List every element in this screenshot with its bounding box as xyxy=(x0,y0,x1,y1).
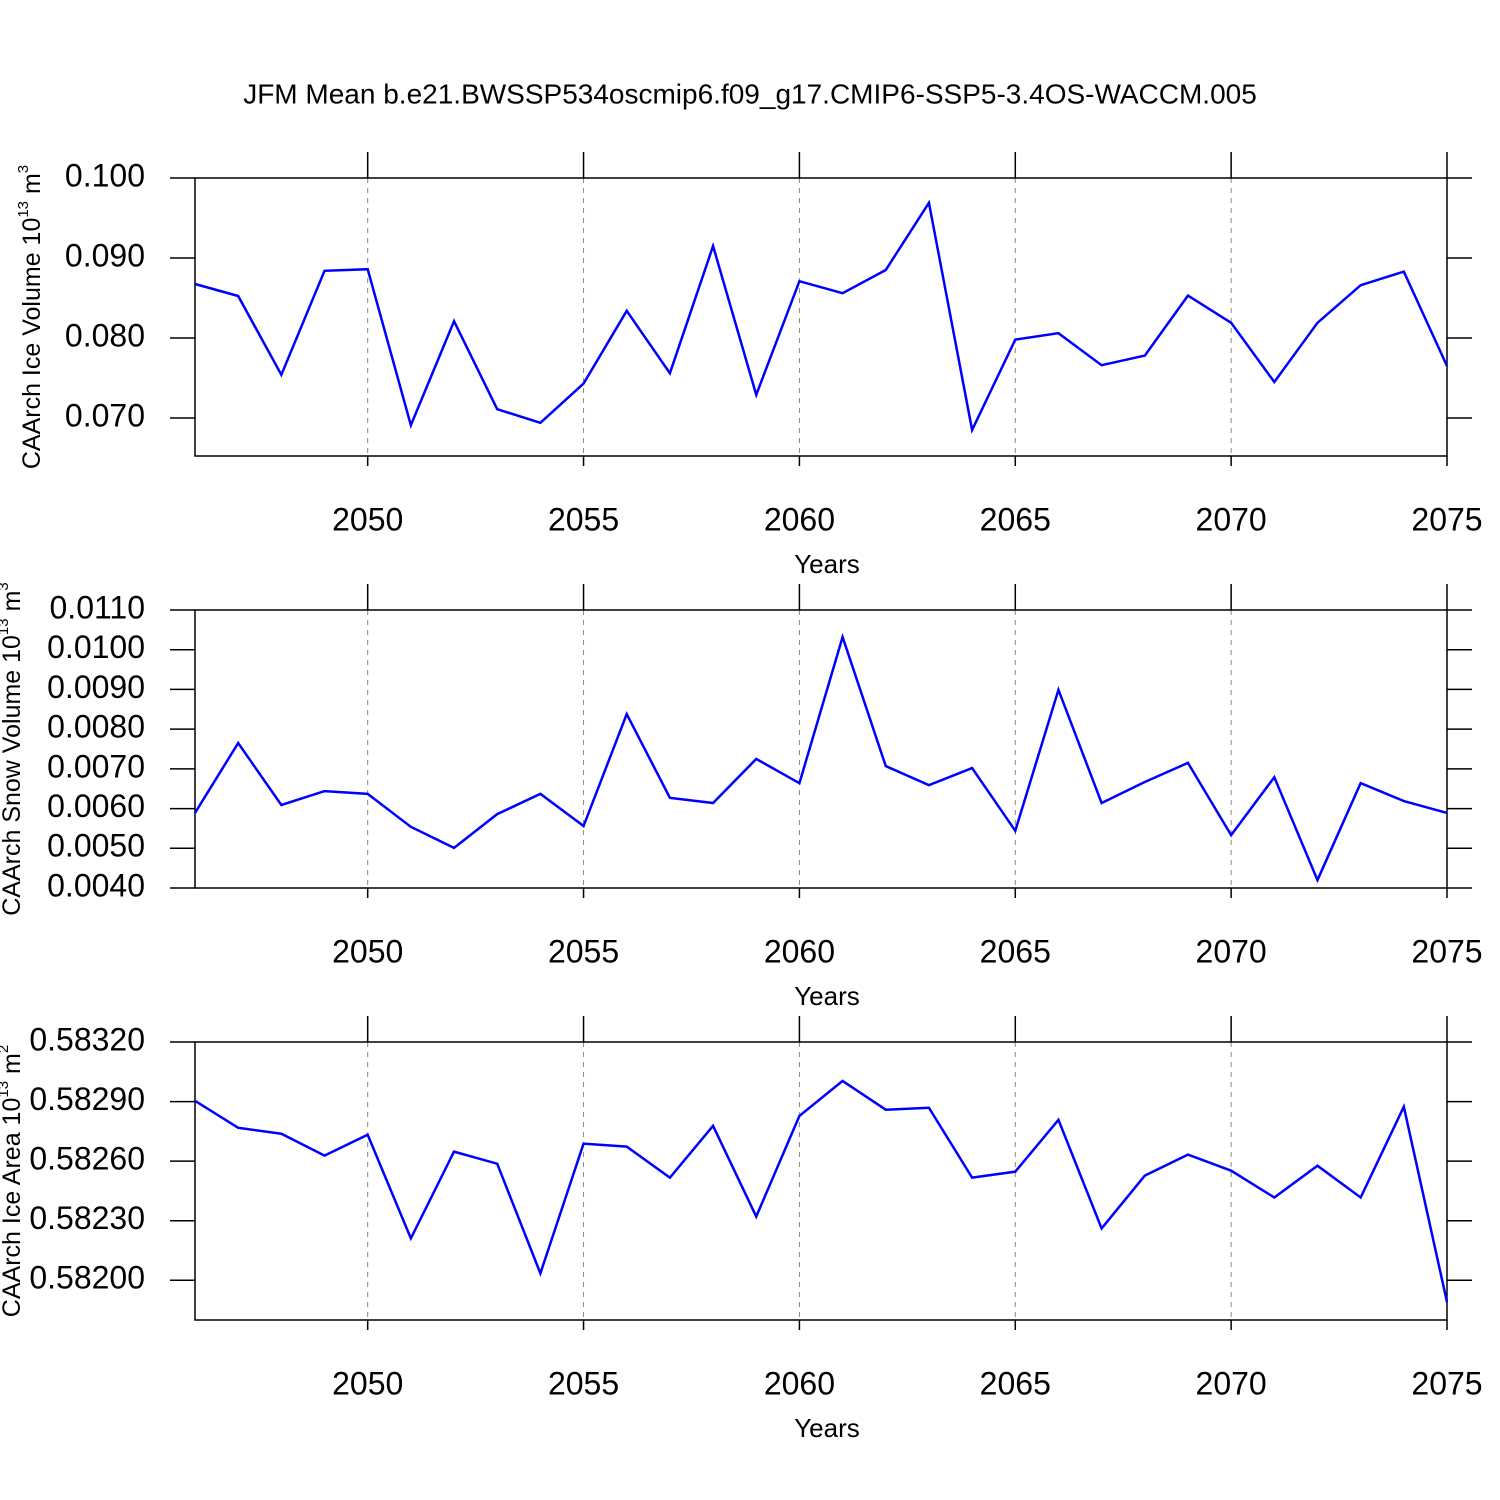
y-tick-label: 0.0110 xyxy=(50,589,146,625)
figure-title: JFM Mean b.e21.BWSSP534oscmip6.f09_g17.C… xyxy=(243,78,1257,109)
x-tick-label: 2070 xyxy=(1196,501,1267,537)
x-tick-label: 2050 xyxy=(332,501,403,537)
x-tick-label: 2075 xyxy=(1411,1365,1482,1401)
x-tick-label: 2050 xyxy=(332,1365,403,1401)
x-tick-label: 2065 xyxy=(980,1365,1051,1401)
x-tick-label: 2050 xyxy=(332,933,403,969)
x-tick-label: 2070 xyxy=(1196,1365,1267,1401)
y-tick-label: 0.0040 xyxy=(47,867,145,903)
x-tick-label: 2075 xyxy=(1411,933,1482,969)
plot-frame xyxy=(194,1041,1448,1321)
x-tick-label: 2055 xyxy=(548,933,619,969)
data-line xyxy=(194,1079,1449,1303)
y-axis-label-part: m xyxy=(18,173,46,201)
y-tick-label: 0.0090 xyxy=(47,669,145,705)
y-tick-label: 0.0070 xyxy=(47,748,145,784)
x-tick-label: 2065 xyxy=(980,501,1051,537)
y-tick-label: 0.080 xyxy=(65,317,145,353)
y-tick-label: 0.58260 xyxy=(29,1141,145,1177)
y-tick-label: 0.090 xyxy=(65,237,145,273)
y-axis-label-sup: 13 xyxy=(15,201,32,218)
y-axis-label-sup: 13 xyxy=(0,1081,12,1098)
x-axis-label: Years xyxy=(794,981,860,1011)
data-line xyxy=(193,632,1448,884)
y-axis-label-part: CAArch Ice Volume 10 xyxy=(18,218,46,470)
y-axis-label-sup: 13 xyxy=(0,618,12,635)
x-tick-label: 2060 xyxy=(764,501,835,537)
y-axis-label: CAArch Snow Volume 1013 m3 xyxy=(0,582,26,916)
x-tick-label: 2055 xyxy=(548,501,619,537)
x-tick-label: 2060 xyxy=(764,933,835,969)
y-tick-label: 0.0080 xyxy=(47,709,145,745)
x-tick-label: 2055 xyxy=(548,1365,619,1401)
y-tick-label: 0.100 xyxy=(65,157,145,193)
y-tick-label: 0.0060 xyxy=(47,788,145,824)
x-tick-label: 2065 xyxy=(980,933,1051,969)
y-tick-label: 0.070 xyxy=(65,397,145,433)
plot-frame xyxy=(194,609,1448,889)
y-tick-label: 0.58230 xyxy=(29,1200,145,1236)
y-axis-label-part: CAArch Snow Volume 10 xyxy=(0,635,26,916)
y-axis-label: CAArch Ice Area 1013 m2 xyxy=(0,1045,26,1317)
data-line xyxy=(194,199,1449,434)
y-axis-label-part: m xyxy=(0,1053,26,1081)
y-axis-label-sup: 2 xyxy=(0,1045,12,1053)
x-axis-label: Years xyxy=(794,1413,860,1443)
plot-frame xyxy=(194,177,1448,457)
y-axis-label-part: m xyxy=(0,591,26,619)
x-tick-label: 2060 xyxy=(764,1365,835,1401)
y-axis-label-part: CAArch Ice Area 10 xyxy=(0,1098,26,1318)
y-tick-label: 0.0050 xyxy=(47,828,145,864)
x-tick-label: 2075 xyxy=(1411,501,1482,537)
y-tick-label: 0.58200 xyxy=(29,1260,145,1296)
y-axis-label: CAArch Ice Volume 1013 m3 xyxy=(15,165,45,469)
y-axis-label-sup: 3 xyxy=(15,165,32,173)
y-tick-label: 0.58290 xyxy=(29,1081,145,1117)
x-axis-label: Years xyxy=(794,549,860,579)
y-tick-label: 0.0100 xyxy=(47,629,145,665)
y-tick-label: 0.58320 xyxy=(29,1021,145,1057)
x-tick-label: 2070 xyxy=(1196,933,1267,969)
y-axis-label-sup: 3 xyxy=(0,582,12,590)
